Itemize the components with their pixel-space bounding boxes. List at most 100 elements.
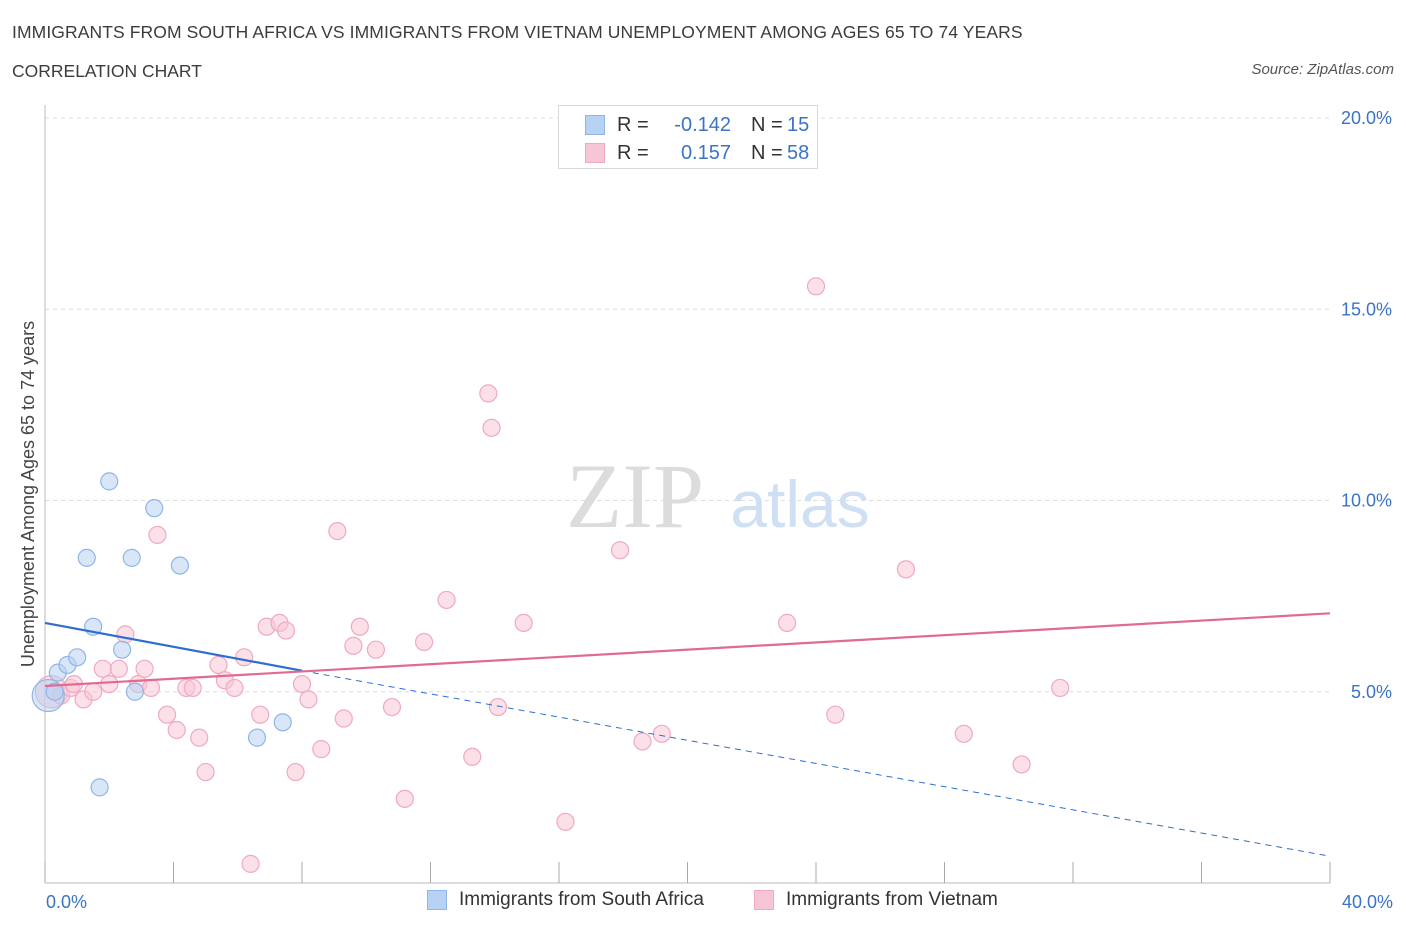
vietnam-point bbox=[482, 418, 501, 437]
vietnam-point bbox=[366, 640, 385, 659]
vietnam-point bbox=[1012, 755, 1031, 774]
south-africa-swatch bbox=[585, 115, 605, 135]
vietnam-point bbox=[463, 747, 482, 766]
vietnam-point bbox=[652, 724, 671, 743]
vietnam-point bbox=[488, 697, 508, 717]
legend-item-vietnam[interactable]: Immigrants from Vietnam bbox=[754, 889, 998, 911]
source-label: Source: ZipAtlas.com bbox=[1251, 61, 1394, 78]
south-africa-trend-line bbox=[44, 621, 303, 672]
south-africa-point bbox=[122, 548, 141, 567]
legend-label-vietnam: Immigrants from Vietnam bbox=[786, 889, 998, 910]
y-tick-label: 15.0% bbox=[1341, 299, 1392, 319]
axes bbox=[44, 105, 1331, 884]
south-africa-point bbox=[145, 499, 164, 518]
vietnam-point bbox=[479, 384, 498, 403]
vietnam-point bbox=[251, 705, 270, 724]
tick-labels: 5.0% 10.0% 15.0% 20.0% 0.0% 40.0% bbox=[46, 108, 1393, 912]
vietnam-point bbox=[167, 720, 186, 740]
vietnam-point bbox=[286, 762, 305, 782]
vietnam-point bbox=[437, 590, 456, 610]
data-points bbox=[31, 277, 1070, 873]
south-africa-point bbox=[77, 548, 96, 567]
vietnam-point bbox=[777, 613, 797, 633]
vietnam-point bbox=[100, 674, 119, 694]
legend-n-label: N = bbox=[751, 141, 783, 164]
vietnam-point bbox=[93, 659, 112, 678]
vietnam-point bbox=[334, 709, 353, 728]
vietnam-point bbox=[157, 705, 177, 724]
vietnam-point bbox=[514, 613, 533, 633]
vietnam-trend-line bbox=[44, 612, 1331, 688]
legend-n-label: N = bbox=[751, 113, 783, 136]
legend-item-south-africa[interactable]: Immigrants from South Africa bbox=[427, 889, 704, 911]
legend-n-value: 15 bbox=[787, 113, 810, 136]
chart-title: IMMIGRANTS FROM SOUTH AFRICA VS IMMIGRAN… bbox=[12, 22, 1023, 42]
series-legend: Immigrants from South Africa Immigrants … bbox=[0, 889, 1406, 915]
south-africa-point bbox=[112, 640, 132, 659]
vietnam-point bbox=[896, 560, 916, 579]
south-africa-point bbox=[125, 682, 145, 701]
legend-r-value: -0.142 bbox=[674, 113, 731, 136]
south-africa-point bbox=[170, 556, 190, 575]
south-africa-trend-extension bbox=[301, 670, 1331, 857]
vietnam-point bbox=[395, 789, 414, 808]
vietnam-point bbox=[135, 659, 154, 678]
vietnam-point bbox=[344, 636, 363, 655]
south-africa-point bbox=[90, 778, 109, 797]
y-tick-label: 5.0% bbox=[1351, 682, 1392, 702]
vietnam-point bbox=[610, 541, 630, 560]
south-africa-point bbox=[68, 648, 87, 667]
correlation-legend: R = -0.142 N = 15 R = 0.157 N = 58 bbox=[558, 105, 818, 169]
vietnam-point bbox=[209, 655, 228, 675]
legend-r-label: R = bbox=[617, 141, 649, 164]
south-africa-point bbox=[100, 472, 119, 491]
vietnam-point bbox=[196, 762, 215, 782]
trend-lines bbox=[44, 612, 1331, 857]
y-tick-label: 20.0% bbox=[1341, 108, 1392, 128]
vietnam-point bbox=[633, 732, 652, 751]
vietnam-point bbox=[414, 632, 434, 652]
vietnam-point bbox=[225, 678, 244, 698]
vietnam-point bbox=[826, 705, 845, 724]
vietnam-point bbox=[116, 625, 135, 644]
watermark-atlas: atlas bbox=[730, 467, 869, 541]
y-axis-label: Unemployment Among Ages 65 to 74 years bbox=[18, 321, 38, 667]
grid bbox=[45, 117, 1330, 693]
vietnam-point bbox=[806, 277, 826, 296]
vietnam-point bbox=[241, 854, 260, 873]
legend-r-value: 0.157 bbox=[680, 141, 731, 164]
watermark-zip: ZIP bbox=[566, 445, 704, 547]
chart-subtitle: CORRELATION CHART bbox=[12, 61, 202, 81]
vietnam-point bbox=[190, 728, 209, 747]
vietnam-point bbox=[235, 648, 254, 667]
legend-label-south-africa: Immigrants from South Africa bbox=[459, 889, 704, 910]
legend-row-south-africa: R = -0.142 N = 15 bbox=[585, 114, 827, 136]
watermark: ZIP atlas bbox=[566, 445, 870, 547]
vietnam-point bbox=[292, 674, 312, 694]
vietnam-point bbox=[299, 690, 318, 709]
vietnam-point bbox=[556, 812, 575, 831]
vietnam-point bbox=[183, 678, 202, 698]
south-africa-point bbox=[45, 682, 64, 701]
vietnam-point bbox=[276, 621, 296, 640]
vietnam-point bbox=[1051, 678, 1070, 698]
legend-r-label: R = bbox=[617, 113, 649, 136]
south-africa-point bbox=[273, 713, 292, 732]
legend-n-value: 58 bbox=[787, 141, 810, 164]
x-tick-label: 40.0% bbox=[1342, 892, 1393, 912]
vietnam-point bbox=[312, 740, 331, 759]
south-africa-point bbox=[247, 728, 267, 747]
legend-row-vietnam: R = 0.157 N = 58 bbox=[585, 142, 827, 164]
vietnam-point bbox=[148, 525, 167, 545]
south-africa-swatch bbox=[427, 890, 447, 910]
vietnam-point bbox=[954, 724, 973, 743]
vietnam-point bbox=[109, 659, 128, 678]
vietnam-swatch bbox=[754, 890, 774, 910]
vietnam-point bbox=[382, 697, 402, 717]
vietnam-point bbox=[328, 521, 347, 541]
vietnam-point bbox=[141, 678, 161, 698]
vietnam-swatch bbox=[585, 143, 605, 163]
vietnam-point bbox=[350, 617, 369, 636]
x-tick-label: 0.0% bbox=[46, 892, 87, 912]
